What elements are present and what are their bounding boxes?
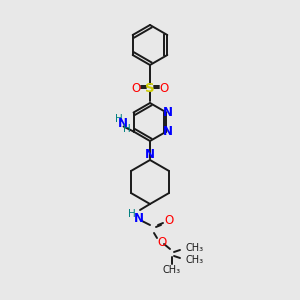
Text: O: O (164, 214, 174, 226)
Text: N: N (118, 117, 128, 130)
Text: CH₃: CH₃ (186, 255, 204, 265)
Text: S: S (145, 82, 155, 94)
Text: O: O (158, 236, 166, 248)
Text: N: N (134, 212, 144, 226)
Text: O: O (131, 82, 141, 94)
Text: H: H (123, 124, 130, 134)
Text: N: N (163, 106, 172, 119)
Text: CH₃: CH₃ (163, 265, 181, 275)
Text: N: N (145, 148, 155, 161)
Text: H: H (115, 113, 122, 124)
Text: H: H (128, 209, 136, 219)
Text: O: O (159, 82, 169, 94)
Text: N: N (163, 125, 172, 138)
Text: CH₃: CH₃ (186, 243, 204, 253)
